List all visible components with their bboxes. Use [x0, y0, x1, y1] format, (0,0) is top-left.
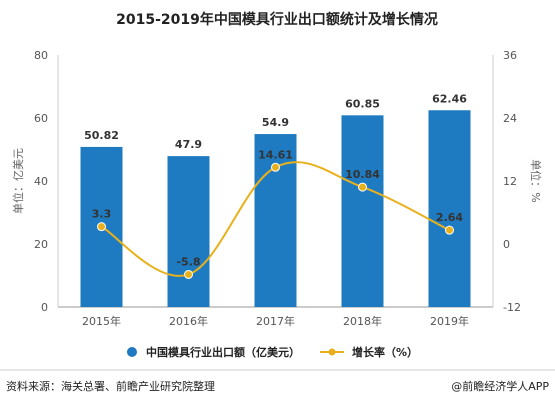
y-tick-label: 80: [34, 49, 48, 62]
bar-data-label: 54.9: [262, 116, 289, 129]
legend-line-label: 增长率（%）: [352, 345, 418, 359]
x-tick-label: 2017年: [256, 314, 295, 328]
line-point: [271, 162, 280, 172]
line-data-label: 10.84: [345, 168, 380, 181]
y-axis-title: 单位：亿美元: [11, 148, 25, 214]
bar-data-label: 50.82: [84, 129, 119, 142]
y2-tick-label: 24: [503, 112, 517, 125]
bar: [167, 156, 210, 307]
line-point: [184, 269, 193, 279]
y2-axis-title: 单位：%: [529, 159, 543, 202]
bar-series: 50.82 47.9 54.9 60.85 62.46: [80, 92, 471, 307]
y2-tick-label: 0: [503, 238, 510, 251]
x-tick-label: 2019年: [430, 314, 469, 328]
line-point: [358, 182, 367, 192]
legend-bar-label: 中国模具行业出口额（亿美元）: [146, 345, 300, 359]
line-data-label: 3.3: [92, 208, 112, 221]
bar-data-label: 62.46: [432, 92, 467, 105]
line-data-label: -5.8: [176, 255, 200, 268]
x-tick-label: 2018年: [343, 314, 382, 328]
bar: [428, 110, 471, 307]
axes: 0 20 40 60 80 -12 0 12 24 36 2015年 2016年 2017年 2018年 2…: [34, 49, 521, 328]
legend-line-marker: [328, 348, 336, 356]
line-data-label: 2.64: [436, 211, 463, 224]
y-tick-label: 20: [34, 238, 48, 251]
y-tick-label: 40: [34, 175, 48, 188]
x-tick-label: 2015年: [82, 314, 121, 328]
y2-tick-label: 36: [503, 49, 517, 62]
y-tick-label: 0: [41, 301, 48, 314]
legend-bar-swatch: [127, 347, 137, 357]
y2-tick-label: -12: [503, 301, 521, 314]
line-point: [445, 225, 454, 235]
legend: 中国模具行业出口额（亿美元） 增长率（%）: [127, 345, 418, 359]
chart-title: 2015-2019年中国模具行业出口额统计及增长情况: [116, 11, 438, 28]
line-data-label: 14.61: [258, 148, 293, 161]
y-tick-label: 60: [34, 112, 48, 125]
line-series: 3.3 -5.8 14.61 10.84 2.64: [92, 148, 463, 279]
bar: [341, 115, 384, 307]
line-point: [97, 222, 106, 232]
bar-data-label: 60.85: [345, 97, 380, 110]
brand-text: @前瞻经济学人APP: [451, 379, 549, 393]
x-tick-label: 2016年: [169, 314, 208, 328]
source-text: 资料来源：海关总署、前瞻产业研究院整理: [6, 379, 215, 393]
bar-data-label: 47.9: [175, 138, 202, 151]
y2-tick-label: 12: [503, 175, 517, 188]
